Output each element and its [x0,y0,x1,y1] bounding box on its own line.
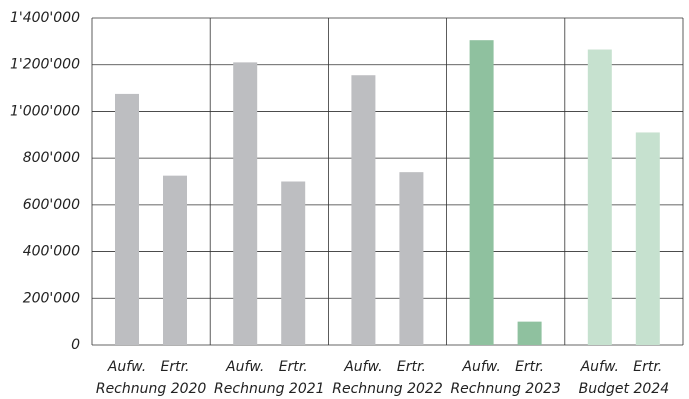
series-label: Aufw. [461,359,500,375]
y-tick-label: 200'000 [23,290,80,306]
bar [517,321,542,345]
series-label: Ertr. [397,359,426,375]
y-tick-label: 400'000 [23,244,80,260]
bar [163,175,187,345]
series-label: Aufw. [580,359,619,375]
bar [351,75,376,345]
bar [399,172,424,345]
series-label: Ertr. [160,359,189,375]
x-tick-label: Rechnung 2023 [450,381,561,397]
bar [469,40,494,346]
series-label: Aufw. [107,359,146,375]
bar [115,93,139,346]
x-tick-label: Rechnung 2021 [214,381,325,397]
x-tick-label: Rechnung 2020 [96,381,207,397]
series-label: Ertr. [279,359,308,375]
bar [635,132,660,345]
bar [281,181,306,345]
series-label: Aufw. [225,359,264,375]
y-tick-label: 1'000'000 [10,103,80,119]
x-tick-label: Rechnung 2022 [332,381,443,397]
y-tick-label: 800'000 [23,150,80,166]
bar [587,49,612,346]
x-tick-label: Budget 2024 [579,381,669,397]
series-label: Ertr. [515,359,544,375]
y-tick-label: 0 [71,337,80,353]
series-label: Aufw. [343,359,382,375]
y-tick-label: 1'400'000 [10,10,80,26]
series-label: Ertr. [633,359,662,375]
bar [233,62,258,345]
y-tick-label: 600'000 [23,197,80,213]
y-tick-label: 1'200'000 [10,57,80,73]
